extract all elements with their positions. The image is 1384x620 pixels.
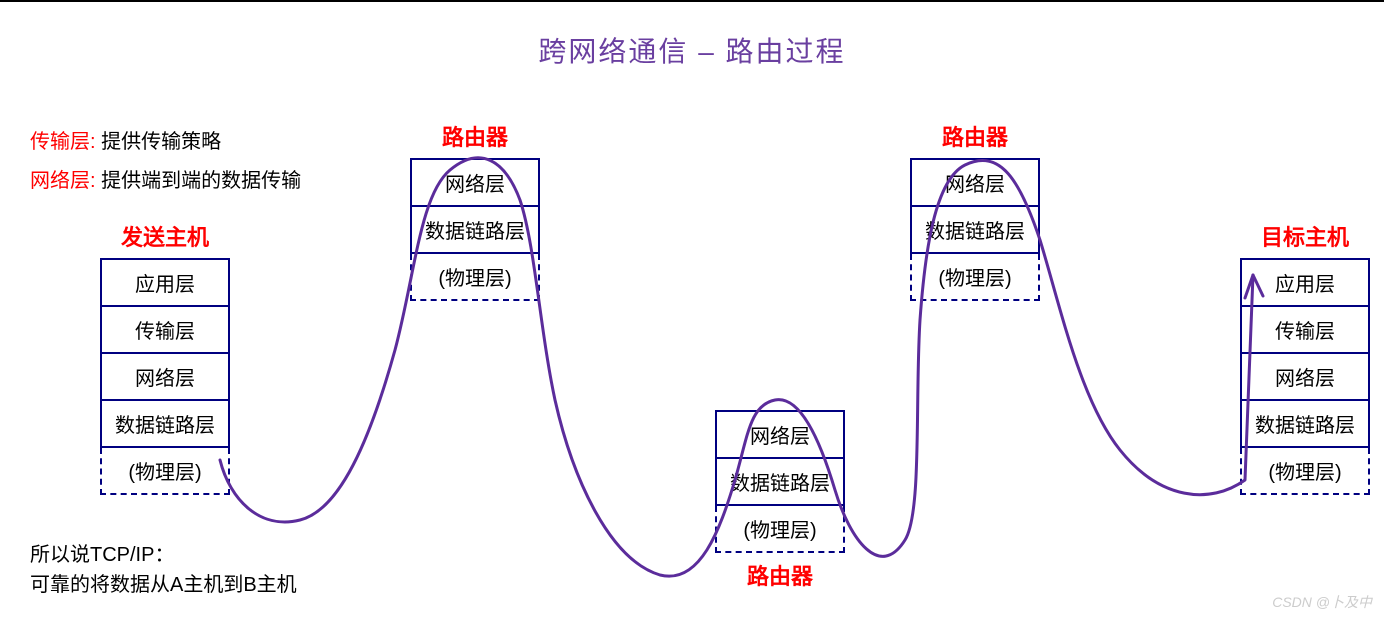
layer: 网络层 xyxy=(1240,354,1370,401)
stack-target: 目标主机应用层传输层网络层数据链路层(物理层) xyxy=(1240,220,1370,495)
layer: 网络层 xyxy=(100,354,230,401)
layer-annotations: 传输层: 提供传输策略 网络层: 提供端到端的数据传输 xyxy=(30,125,301,193)
layer: 数据链路层 xyxy=(910,207,1040,254)
stack-router1: 路由器网络层数据链路层(物理层) xyxy=(410,120,540,301)
layer: (物理层) xyxy=(910,254,1040,301)
stack-title: 目标主机 xyxy=(1240,220,1370,252)
network-label: 网络层: xyxy=(30,170,96,192)
layer: 传输层 xyxy=(1240,307,1370,354)
layer: (物理层) xyxy=(1240,448,1370,495)
layer: 应用层 xyxy=(1240,258,1370,307)
layer-box: 网络层数据链路层(物理层) xyxy=(910,158,1040,301)
layer: 网络层 xyxy=(910,158,1040,207)
tcp-note-line1: 所以说TCP/IP： xyxy=(30,540,297,570)
layer: (物理层) xyxy=(715,506,845,553)
layer: 网络层 xyxy=(410,158,540,207)
layer: 数据链路层 xyxy=(100,401,230,448)
stack-title: 路由器 xyxy=(910,120,1040,152)
layer: 传输层 xyxy=(100,307,230,354)
transport-label: 传输层: xyxy=(30,131,96,153)
top-rule xyxy=(0,0,1384,2)
layer-box: 应用层传输层网络层数据链路层(物理层) xyxy=(100,258,230,495)
stack-title: 路由器 xyxy=(410,120,540,152)
layer: 应用层 xyxy=(100,258,230,307)
layer-box: 网络层数据链路层(物理层) xyxy=(410,158,540,301)
layer: 网络层 xyxy=(715,410,845,459)
layer: (物理层) xyxy=(100,448,230,495)
tcp-note-line2: 可靠的将数据从A主机到B主机 xyxy=(30,570,297,600)
diagram-title: 跨网络通信 – 路由过程 xyxy=(0,30,1384,70)
layer: (物理层) xyxy=(410,254,540,301)
layer: 数据链路层 xyxy=(410,207,540,254)
layer-box: 应用层传输层网络层数据链路层(物理层) xyxy=(1240,258,1370,495)
stack-router3: 路由器网络层数据链路层(物理层) xyxy=(910,120,1040,301)
transport-text: 提供传输策略 xyxy=(101,131,221,153)
tcp-note: 所以说TCP/IP： 可靠的将数据从A主机到B主机 xyxy=(30,540,297,600)
stack-title: 发送主机 xyxy=(100,220,230,252)
network-text: 提供端到端的数据传输 xyxy=(101,170,301,192)
stack-router2: 网络层数据链路层(物理层) 路由器 xyxy=(715,410,845,597)
layer-box: 网络层数据链路层(物理层) xyxy=(715,410,845,553)
layer: 数据链路层 xyxy=(715,459,845,506)
stack-sender: 发送主机应用层传输层网络层数据链路层(物理层) xyxy=(100,220,230,495)
layer: 数据链路层 xyxy=(1240,401,1370,448)
watermark: CSDN @卜及中 xyxy=(1272,592,1372,612)
stack-title: 路由器 xyxy=(715,559,845,591)
